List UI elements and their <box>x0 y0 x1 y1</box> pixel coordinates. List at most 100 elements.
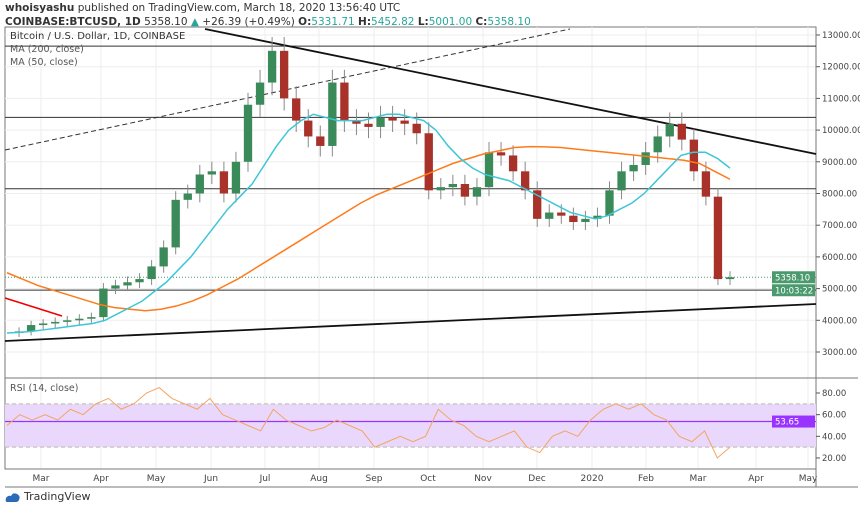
candle-body <box>123 282 132 286</box>
x-tick-label: Nov <box>474 474 492 484</box>
candle-body <box>207 171 217 175</box>
candle-body <box>99 288 108 318</box>
h-label: H: <box>358 16 372 28</box>
price-tag: 5358.10 <box>772 271 815 284</box>
candle-body <box>340 82 349 121</box>
cloud-icon <box>5 492 20 502</box>
candle-body <box>653 136 662 153</box>
legend-ma200[interactable]: MA (200, close) <box>10 44 84 55</box>
candle-body <box>135 279 144 283</box>
candle-body <box>267 50 277 83</box>
last-price: 5358.10 <box>144 16 188 28</box>
candle-body <box>725 277 735 280</box>
x-tick-label: May <box>147 474 166 484</box>
candle-body <box>111 285 120 289</box>
candle-body <box>701 171 711 197</box>
symbol: COINBASE:BTCUSD, 1D <box>5 16 141 28</box>
o-label: O: <box>298 16 312 28</box>
candle-body <box>508 155 518 172</box>
candle-body <box>328 82 337 146</box>
low-value: 5001.00 <box>428 16 473 28</box>
candle-body <box>496 152 506 156</box>
candle-body <box>183 193 192 200</box>
candle-body <box>713 196 723 280</box>
y-tick-label: 11000.00 <box>822 94 860 104</box>
x-tick-label: 2020 <box>581 474 604 484</box>
candle-body <box>557 212 566 216</box>
ma50-line <box>6 113 731 334</box>
symbol-info: COINBASE:BTCUSD, 1D 5358.10 ▲ +26.39 (+0… <box>5 16 531 28</box>
candle-body <box>316 136 325 146</box>
high-value: 5452.82 <box>371 16 415 28</box>
plot-frame <box>4 26 817 470</box>
y-tick-label: 13000.00 <box>822 31 860 41</box>
y-tick-label: 5000.00 <box>822 285 857 295</box>
y-tick-label: 3000.00 <box>822 348 857 358</box>
candle-body <box>376 117 385 127</box>
candle-body <box>75 318 84 321</box>
y-tick-label: 4000.00 <box>822 316 857 326</box>
candle-body <box>593 215 602 219</box>
red-trendline <box>4 297 63 317</box>
candle-body <box>352 120 361 124</box>
x-tick-label: Sep <box>366 474 383 484</box>
candle-body <box>388 117 397 121</box>
x-tick-label: Apr <box>93 474 109 484</box>
candle-body <box>292 98 301 121</box>
candle-body <box>545 212 554 219</box>
rsi-tick-label: 40.00 <box>822 432 846 442</box>
x-tick-label: Mar <box>33 474 50 484</box>
candle-body <box>63 320 72 322</box>
candle-body <box>569 215 578 223</box>
legend-rsi[interactable]: RSI (14, close) <box>10 383 79 394</box>
countdown-tag-bg <box>772 284 815 297</box>
candle-body <box>87 317 96 319</box>
candle-body <box>689 139 699 172</box>
change: +26.39 (+0.49%) <box>202 16 295 28</box>
rsi-band <box>5 403 816 448</box>
up-arrow-icon: ▲ <box>190 16 199 28</box>
candle-body <box>400 120 409 124</box>
ascending-trendline <box>4 303 817 342</box>
y-tick-label: 8000.00 <box>822 190 857 200</box>
price-tag-text: 5358.10 <box>775 273 810 283</box>
candle-body <box>231 161 241 194</box>
candle-body <box>665 123 674 137</box>
y-tick-label: 6000.00 <box>822 253 857 263</box>
y-tick-label: 12000.00 <box>822 63 860 73</box>
candle-body <box>171 199 180 248</box>
candle-body <box>533 190 542 219</box>
rsi-tick-label: 60.00 <box>822 411 846 421</box>
close-value: 5358.10 <box>487 16 531 28</box>
candle-body <box>484 152 494 188</box>
legend-title: Bitcoin / U.S. Dollar, 1D, COINBASE <box>10 31 186 42</box>
candle-body <box>243 104 253 162</box>
x-tick-label: Mar <box>690 474 707 484</box>
candle-body <box>147 266 156 280</box>
candle-body <box>472 187 482 197</box>
candle-body <box>26 325 36 332</box>
rsi-tick-label: 80.00 <box>822 389 846 399</box>
candle-body <box>448 183 458 188</box>
countdown-tag: 10:03:22 <box>772 284 815 297</box>
legend-ma50[interactable]: MA (50, close) <box>10 57 78 68</box>
author[interactable]: whoisyashu <box>5 2 75 14</box>
tradingview-logo[interactable]: TradingView <box>5 490 90 503</box>
candle-body <box>364 123 373 127</box>
rsi-line <box>6 387 731 459</box>
rsi-value-tag-bg <box>772 415 815 428</box>
candle-body <box>195 174 204 194</box>
x-tick-label: Aug <box>310 474 328 484</box>
y-tick-label: 9000.00 <box>822 158 857 168</box>
candle-body <box>38 323 48 326</box>
candle-body <box>641 152 650 165</box>
candle-body <box>304 120 313 137</box>
c-label: C: <box>475 16 488 28</box>
x-tick-label: Jul <box>259 474 271 484</box>
candle-body <box>617 171 626 191</box>
logo-text: TradingView <box>24 490 91 503</box>
x-tick-label: Jun <box>203 474 218 484</box>
candle-body <box>424 133 433 191</box>
descending-trendline <box>204 28 817 155</box>
